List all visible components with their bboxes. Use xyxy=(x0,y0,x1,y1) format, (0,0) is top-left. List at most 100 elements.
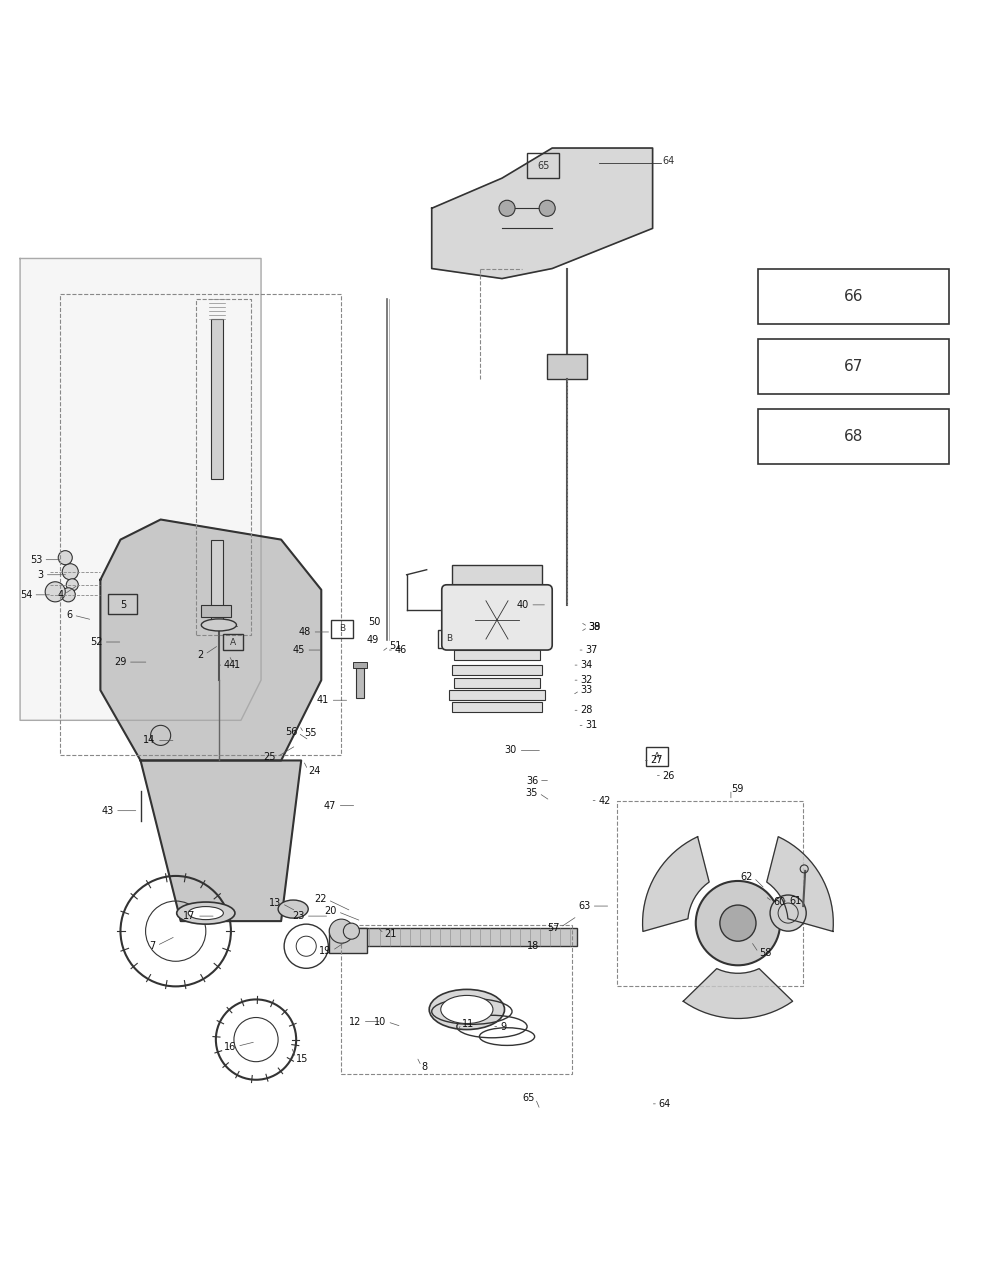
Text: 65: 65 xyxy=(523,1093,535,1103)
Circle shape xyxy=(66,579,78,591)
Bar xyxy=(453,650,540,660)
Text: 59: 59 xyxy=(730,783,742,794)
Polygon shape xyxy=(642,837,708,932)
Ellipse shape xyxy=(278,900,308,918)
Bar xyxy=(353,662,367,668)
Ellipse shape xyxy=(440,996,492,1024)
Text: 25: 25 xyxy=(264,753,276,763)
Text: 18: 18 xyxy=(527,941,539,951)
Text: 2: 2 xyxy=(198,650,204,660)
Text: 15: 15 xyxy=(296,1053,308,1064)
Text: 17: 17 xyxy=(184,911,196,922)
Text: 29: 29 xyxy=(114,657,126,667)
Text: 55: 55 xyxy=(304,728,316,739)
Text: 14: 14 xyxy=(143,736,155,745)
Text: 36: 36 xyxy=(526,776,538,786)
Text: 63: 63 xyxy=(578,901,590,911)
Text: 9: 9 xyxy=(499,1021,506,1032)
Text: 3: 3 xyxy=(37,570,43,580)
Text: 35: 35 xyxy=(526,787,538,797)
Text: 28: 28 xyxy=(580,705,592,716)
Text: 10: 10 xyxy=(374,1016,386,1027)
Text: 49: 49 xyxy=(366,635,378,645)
Text: 31: 31 xyxy=(585,721,597,731)
Ellipse shape xyxy=(429,989,504,1029)
Text: 54: 54 xyxy=(20,590,32,600)
Ellipse shape xyxy=(188,906,223,919)
Circle shape xyxy=(62,563,78,580)
Ellipse shape xyxy=(201,620,237,631)
Bar xyxy=(211,540,223,620)
Text: 61: 61 xyxy=(788,896,800,906)
Text: 68: 68 xyxy=(843,429,863,444)
Text: 33: 33 xyxy=(580,685,592,695)
Circle shape xyxy=(695,881,779,965)
Text: 6: 6 xyxy=(66,609,72,620)
Ellipse shape xyxy=(177,902,235,924)
Circle shape xyxy=(539,200,555,216)
Text: 21: 21 xyxy=(384,929,396,940)
Bar xyxy=(437,630,459,648)
Text: B: B xyxy=(339,625,345,634)
Text: 5: 5 xyxy=(120,600,126,609)
Bar xyxy=(223,634,243,650)
Text: 42: 42 xyxy=(598,796,610,805)
Text: 51: 51 xyxy=(389,641,401,652)
Text: 37: 37 xyxy=(585,645,597,655)
Text: 12: 12 xyxy=(349,1016,361,1027)
Bar xyxy=(451,666,542,675)
Bar xyxy=(60,293,341,755)
Text: 20: 20 xyxy=(324,906,336,916)
Text: 62: 62 xyxy=(740,872,752,882)
Text: 60: 60 xyxy=(772,897,784,908)
Bar xyxy=(451,635,542,645)
Circle shape xyxy=(498,200,515,216)
Bar xyxy=(201,605,231,617)
Text: 34: 34 xyxy=(580,660,592,671)
Bar xyxy=(527,154,559,178)
Bar xyxy=(108,594,136,614)
Circle shape xyxy=(61,588,75,602)
Circle shape xyxy=(769,895,805,931)
Text: 66: 66 xyxy=(843,288,863,303)
Text: 48: 48 xyxy=(299,627,311,637)
Bar xyxy=(451,564,542,590)
Text: 8: 8 xyxy=(421,1061,427,1071)
Bar xyxy=(645,748,667,765)
Bar xyxy=(356,928,577,946)
Text: 19: 19 xyxy=(319,946,331,956)
Polygon shape xyxy=(100,520,321,760)
Text: 53: 53 xyxy=(30,554,42,564)
Bar xyxy=(329,928,367,954)
Text: 39: 39 xyxy=(588,622,600,632)
Text: 41: 41 xyxy=(317,695,329,705)
Circle shape xyxy=(58,550,72,564)
Text: A: A xyxy=(230,637,236,646)
Text: A: A xyxy=(653,751,659,762)
Text: 13: 13 xyxy=(269,899,281,908)
Bar xyxy=(757,339,948,394)
Text: 38: 38 xyxy=(588,622,600,632)
Text: 7: 7 xyxy=(149,941,155,951)
Text: 1: 1 xyxy=(234,660,240,671)
Text: 57: 57 xyxy=(547,923,559,933)
Bar xyxy=(341,925,572,1074)
Text: 45: 45 xyxy=(293,645,305,655)
Polygon shape xyxy=(140,760,301,922)
Bar xyxy=(453,678,540,689)
Text: 23: 23 xyxy=(292,911,304,922)
Bar xyxy=(451,703,542,712)
Text: 64: 64 xyxy=(662,156,674,166)
Circle shape xyxy=(471,595,522,645)
Text: 56: 56 xyxy=(285,727,297,737)
Polygon shape xyxy=(683,969,791,1019)
Text: 11: 11 xyxy=(461,1019,473,1029)
Bar xyxy=(757,410,948,465)
Bar xyxy=(617,801,802,987)
Text: 44: 44 xyxy=(224,660,236,671)
FancyBboxPatch shape xyxy=(441,585,552,650)
Text: 47: 47 xyxy=(324,801,336,810)
Text: 58: 58 xyxy=(758,948,770,959)
Bar xyxy=(356,668,364,698)
Text: 32: 32 xyxy=(580,675,592,685)
